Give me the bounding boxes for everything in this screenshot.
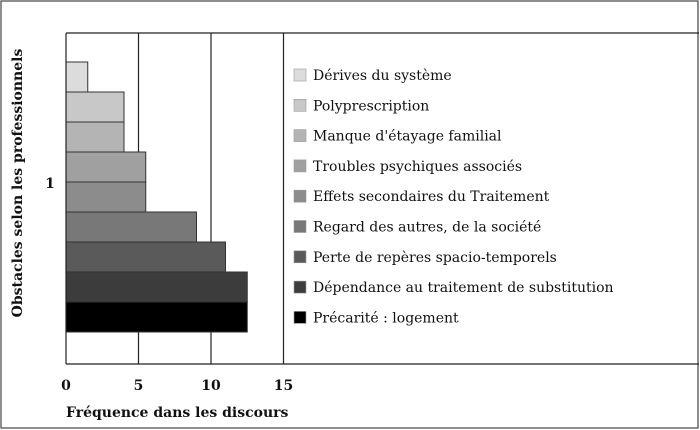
bar-8 <box>65 271 248 303</box>
legend-swatch <box>293 99 307 112</box>
legend-swatch <box>293 68 307 82</box>
legend-label: Effets secondaires du Traitement <box>313 189 550 205</box>
bar-9 <box>65 301 248 333</box>
legend-swatch <box>293 129 307 142</box>
bar-1 <box>65 61 89 93</box>
bar-5 <box>65 181 147 213</box>
bar-4 <box>65 151 147 183</box>
x-ticks: 0 5 10 15 <box>61 378 293 394</box>
x-tick-label: 0 <box>61 378 71 394</box>
legend-label: Regard des autres, de la société <box>313 220 541 236</box>
legend-label: Manque d'étayage familial <box>313 129 502 145</box>
legend-label: Précarité : logement <box>313 310 459 326</box>
legend-swatch <box>293 280 307 294</box>
x-tick-label: 10 <box>201 378 221 394</box>
legend-swatch <box>293 159 307 173</box>
legend-swatch <box>293 220 307 233</box>
legend-label: Troubles psychiques associés <box>313 159 522 175</box>
legend-label: Dépendance au traitement de substitution <box>313 280 614 296</box>
legend-label: Dérives du système <box>313 68 452 84</box>
bars <box>65 61 248 333</box>
legend-swatch <box>293 311 307 324</box>
legend: Dérives du système Polyprescription Manque… <box>293 68 614 326</box>
bar-7 <box>65 241 226 273</box>
x-axis-title: Fréquence dans les discours <box>66 405 289 421</box>
bar-6 <box>65 211 197 243</box>
legend-swatch <box>293 250 307 264</box>
x-tick-label: 5 <box>134 378 144 394</box>
x-tick-label: 15 <box>274 378 293 394</box>
legend-label: Polyprescription <box>313 98 429 114</box>
bar-3 <box>65 121 125 153</box>
y-tick-label: 1 <box>45 176 55 192</box>
bar-2 <box>65 91 125 123</box>
y-axis-title: Obstacles selon les professionnels <box>10 49 26 318</box>
legend-swatch <box>293 189 307 203</box>
legend-label: Perte de repères spacio-temporels <box>313 250 557 266</box>
